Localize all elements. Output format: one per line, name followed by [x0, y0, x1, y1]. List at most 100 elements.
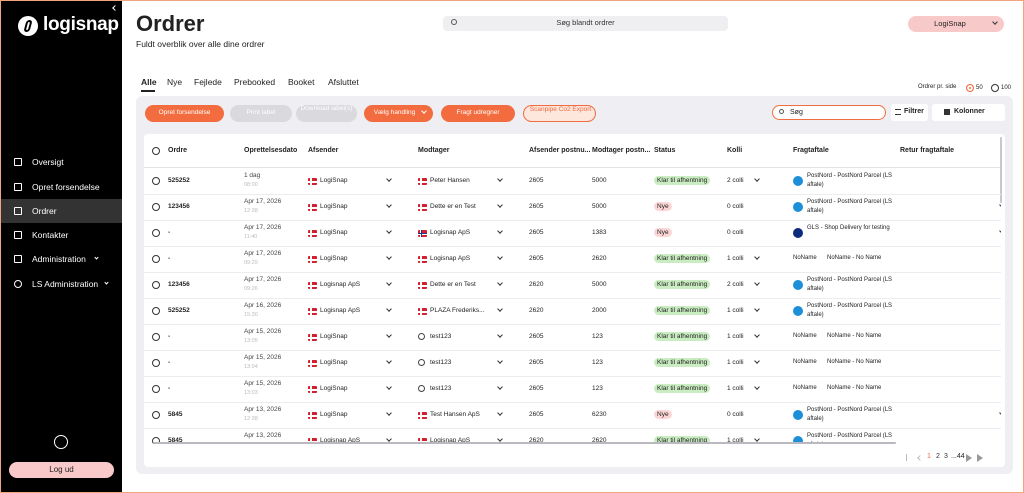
row-checkbox[interactable]	[152, 359, 160, 367]
order-number[interactable]: -	[168, 359, 171, 366]
row-checkbox[interactable]	[152, 281, 160, 289]
colli-chevron[interactable]	[754, 384, 760, 390]
column-header[interactable]: Modtager postn...	[592, 147, 651, 154]
order-number[interactable]: 123456	[168, 281, 190, 288]
toolbar-button[interactable]: Print label	[230, 105, 292, 122]
sender-chevron[interactable]	[386, 436, 392, 442]
page-number[interactable]: 3	[944, 453, 948, 460]
user-icon[interactable]	[54, 435, 68, 449]
header-checkbox[interactable]	[152, 147, 160, 155]
colli-chevron[interactable]	[999, 202, 1001, 208]
row-checkbox[interactable]	[152, 307, 160, 315]
page-first[interactable]	[906, 454, 913, 461]
receiver-chevron[interactable]	[497, 436, 503, 442]
order-number[interactable]: -	[168, 385, 171, 392]
page-end[interactable]	[977, 454, 983, 462]
order-number[interactable]: -	[168, 229, 171, 236]
table-search[interactable]: Søg	[772, 105, 886, 120]
colli-chevron[interactable]	[999, 228, 1001, 234]
row-checkbox[interactable]	[152, 255, 160, 263]
column-header[interactable]: Kolli	[727, 147, 743, 154]
column-header[interactable]: Ordre	[168, 147, 188, 154]
page-number[interactable]: 1	[927, 453, 931, 460]
colli-chevron[interactable]	[754, 332, 760, 338]
row-checkbox[interactable]	[152, 229, 160, 237]
sender-chevron[interactable]	[386, 228, 392, 234]
columns-button[interactable]: Kolonner	[932, 104, 1005, 121]
toolbar-button[interactable]: Fragt udregner	[441, 105, 515, 122]
sender-chevron[interactable]	[386, 306, 392, 312]
column-header[interactable]: Oprettelsesdato	[244, 147, 298, 154]
sender-chevron[interactable]	[386, 358, 392, 364]
receiver-chevron[interactable]	[497, 176, 503, 182]
page-number[interactable]: 2	[936, 453, 940, 460]
toolbar-button[interactable]: Download label(s)	[296, 105, 357, 122]
row-checkbox[interactable]	[152, 385, 160, 393]
tab[interactable]: Booket	[288, 77, 315, 87]
receiver-chevron[interactable]	[497, 358, 503, 364]
nav-item[interactable]: Ordrer	[32, 206, 57, 216]
toolbar-button[interactable]: Opret forsendelse	[145, 105, 224, 122]
page-size-radio[interactable]	[966, 84, 974, 92]
nav-item[interactable]: Kontakter	[32, 230, 69, 240]
column-header[interactable]: Retur fragtaftale	[900, 147, 955, 154]
row-checkbox[interactable]	[152, 333, 160, 341]
row-checkbox[interactable]	[152, 203, 160, 211]
column-header[interactable]: Afsender	[308, 147, 339, 154]
sender-chevron[interactable]	[386, 384, 392, 390]
sender-chevron[interactable]	[386, 332, 392, 338]
column-header[interactable]: Afsender postnu...	[529, 147, 591, 154]
tab[interactable]: Prebooked	[234, 77, 276, 87]
colli-chevron[interactable]	[754, 176, 760, 182]
order-number[interactable]: -	[168, 255, 171, 262]
receiver-chevron[interactable]	[497, 384, 503, 390]
colli-chevron[interactable]	[754, 358, 760, 364]
sender-chevron[interactable]	[386, 254, 392, 260]
receiver-chevron[interactable]	[497, 306, 503, 312]
receiver-chevron[interactable]	[497, 332, 503, 338]
page-last[interactable]: ...44	[951, 453, 965, 460]
column-header[interactable]: Modtager	[418, 147, 450, 154]
tab[interactable]: Nye	[167, 77, 183, 87]
order-number[interactable]: 525252	[168, 307, 190, 314]
order-number[interactable]: 123456	[168, 203, 190, 210]
sender-chevron[interactable]	[386, 280, 392, 286]
sender-chevron[interactable]	[386, 202, 392, 208]
order-number[interactable]: 525252	[168, 177, 190, 184]
receiver-chevron[interactable]	[497, 254, 503, 260]
tab[interactable]: Fejlede	[194, 77, 222, 87]
nav-item[interactable]: LS Administration	[32, 279, 99, 289]
search-box[interactable]: Søg blandt ordrer	[443, 16, 728, 31]
nav-item[interactable]: Administration	[32, 254, 86, 264]
tab[interactable]: Afsluttet	[328, 77, 359, 87]
row-checkbox[interactable]	[152, 411, 160, 419]
column-header[interactable]: Fragtaftale	[793, 147, 829, 154]
tab[interactable]: Alle	[141, 77, 157, 87]
order-number[interactable]: 5845	[168, 411, 183, 418]
receiver-chevron[interactable]	[497, 202, 503, 208]
column-header[interactable]: Status	[654, 147, 676, 154]
receiver-chevron[interactable]	[497, 410, 503, 416]
receiver-chevron[interactable]	[497, 228, 503, 234]
page-size-radio[interactable]	[991, 84, 999, 92]
order-number[interactable]: -	[168, 333, 171, 340]
colli-chevron[interactable]	[999, 410, 1001, 416]
colli-chevron[interactable]	[754, 306, 760, 312]
colli-chevron[interactable]	[754, 254, 760, 260]
toolbar-button[interactable]: Scanpipe Co2 Export	[523, 105, 596, 122]
receiver-chevron[interactable]	[497, 280, 503, 286]
toolbar-button[interactable]: Vælg handling	[364, 105, 433, 122]
colli-chevron[interactable]	[754, 280, 760, 286]
nav-item[interactable]: Oversigt	[32, 157, 64, 167]
colli-chevron[interactable]	[754, 436, 760, 442]
sender-chevron[interactable]	[386, 176, 392, 182]
filter-button[interactable]: Filtrer	[891, 104, 928, 121]
row-checkbox[interactable]	[152, 177, 160, 185]
logout-button[interactable]: Log ud	[9, 462, 114, 478]
table-row: - Apr 17, 2026 09:29 LogiSnap Logisnap ApS 26…	[144, 168, 1001, 444]
nav-item[interactable]: Opret forsendelse	[32, 182, 100, 192]
sender-chevron[interactable]	[386, 410, 392, 416]
created-time: 13:03	[244, 390, 258, 396]
account-menu[interactable]: LogiSnap	[908, 16, 1004, 32]
page-next[interactable]	[966, 454, 972, 462]
